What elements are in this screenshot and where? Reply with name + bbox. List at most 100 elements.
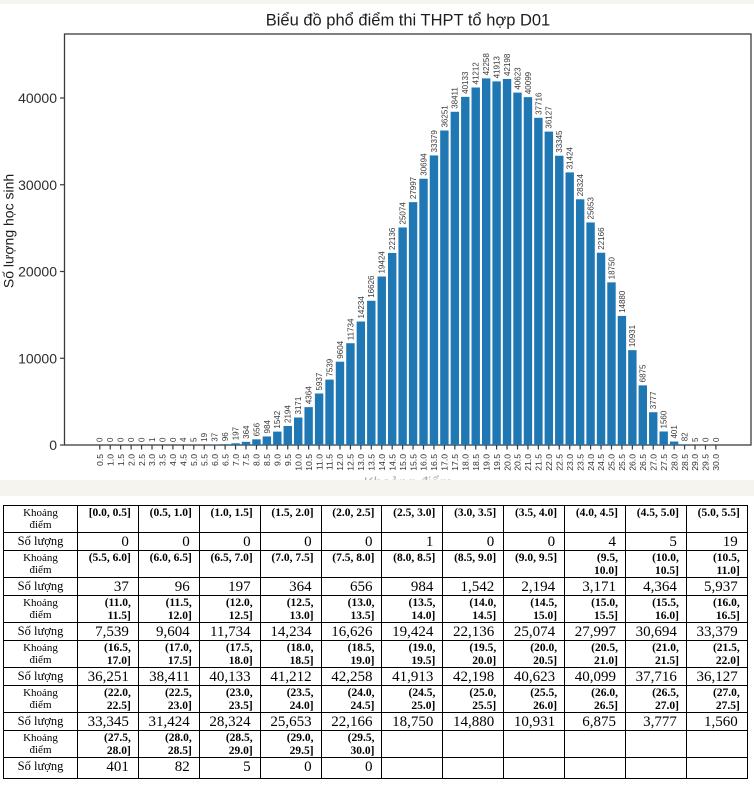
svg-text:0: 0 (169, 437, 178, 442)
svg-text:31424: 31424 (566, 147, 575, 170)
svg-text:14.5: 14.5 (387, 454, 397, 471)
svg-text:19424: 19424 (378, 251, 387, 274)
svg-text:19: 19 (200, 432, 209, 441)
svg-text:9604: 9604 (336, 340, 345, 358)
svg-text:36127: 36127 (545, 106, 554, 129)
svg-text:401: 401 (670, 425, 679, 439)
svg-text:40133: 40133 (461, 71, 470, 94)
svg-text:5: 5 (190, 437, 199, 442)
svg-text:12.0: 12.0 (335, 454, 345, 471)
svg-text:26.5: 26.5 (638, 454, 648, 471)
svg-text:22166: 22166 (597, 227, 606, 250)
svg-text:6875: 6875 (639, 364, 648, 382)
svg-text:1542: 1542 (273, 410, 282, 428)
svg-text:10000: 10000 (18, 350, 57, 366)
svg-text:984: 984 (263, 420, 272, 434)
svg-text:13.0: 13.0 (356, 454, 366, 471)
svg-text:29.0: 29.0 (690, 454, 700, 471)
svg-text:25653: 25653 (586, 197, 595, 220)
svg-text:25.0: 25.0 (607, 454, 617, 471)
svg-text:41913: 41913 (493, 56, 502, 79)
svg-text:22.5: 22.5 (554, 454, 564, 471)
svg-text:14.0: 14.0 (377, 454, 387, 471)
svg-text:0: 0 (117, 437, 126, 442)
svg-text:27997: 27997 (409, 176, 418, 199)
svg-text:30000: 30000 (18, 177, 57, 193)
svg-text:Số lượng học sinh: Số lượng học sinh (1, 174, 17, 288)
svg-text:25.5: 25.5 (617, 454, 627, 471)
svg-text:4.5: 4.5 (179, 454, 189, 466)
svg-text:2194: 2194 (284, 405, 293, 423)
svg-text:364: 364 (242, 425, 251, 439)
svg-text:25074: 25074 (399, 202, 408, 225)
svg-text:27.0: 27.0 (648, 454, 658, 471)
svg-text:22136: 22136 (388, 227, 397, 250)
svg-text:18.0: 18.0 (460, 454, 470, 471)
svg-text:37: 37 (211, 432, 220, 441)
svg-text:1560: 1560 (660, 410, 669, 428)
svg-text:14234: 14234 (357, 296, 366, 319)
svg-text:42198: 42198 (503, 53, 512, 76)
svg-text:16626: 16626 (367, 275, 376, 298)
svg-text:4: 4 (179, 437, 188, 442)
svg-text:8.5: 8.5 (262, 454, 272, 466)
svg-text:3171: 3171 (294, 396, 303, 414)
svg-text:10.0: 10.0 (293, 454, 303, 471)
svg-text:5937: 5937 (315, 372, 324, 390)
svg-text:Biểu đồ phổ điểm thi THPT tổ h: Biểu đồ phổ điểm thi THPT tổ hợp D01 (266, 11, 550, 29)
svg-text:0.5: 0.5 (95, 454, 105, 466)
svg-text:5.5: 5.5 (199, 454, 209, 466)
svg-text:21.5: 21.5 (534, 454, 544, 471)
svg-text:8.0: 8.0 (252, 454, 262, 466)
svg-text:5.0: 5.0 (189, 454, 199, 466)
svg-text:0: 0 (137, 437, 146, 442)
svg-text:14880: 14880 (618, 290, 627, 313)
svg-text:11.5: 11.5 (325, 454, 335, 470)
svg-text:20.0: 20.0 (502, 454, 512, 471)
svg-text:0: 0 (96, 437, 105, 442)
svg-text:9.0: 9.0 (273, 454, 283, 466)
svg-text:96: 96 (221, 432, 230, 441)
svg-text:9.5: 9.5 (283, 454, 293, 466)
svg-text:40099: 40099 (524, 71, 533, 94)
svg-text:17.5: 17.5 (450, 454, 460, 471)
svg-text:16.5: 16.5 (429, 454, 439, 471)
svg-text:30694: 30694 (419, 153, 428, 176)
svg-text:20000: 20000 (18, 264, 57, 280)
svg-text:82: 82 (680, 432, 689, 441)
svg-text:22.0: 22.0 (544, 454, 554, 471)
svg-text:41212: 41212 (472, 62, 481, 85)
svg-text:0: 0 (49, 437, 57, 453)
svg-text:13.5: 13.5 (367, 454, 377, 471)
svg-text:18750: 18750 (607, 257, 616, 280)
svg-text:1.0: 1.0 (105, 454, 115, 466)
svg-text:7539: 7539 (325, 358, 334, 376)
svg-text:6.0: 6.0 (210, 454, 220, 466)
svg-text:28324: 28324 (576, 173, 585, 196)
svg-text:2.5: 2.5 (137, 454, 147, 466)
svg-text:42258: 42258 (482, 53, 491, 76)
svg-text:6.5: 6.5 (220, 454, 230, 466)
svg-text:40623: 40623 (513, 67, 522, 90)
svg-text:0: 0 (712, 437, 721, 442)
svg-text:23.5: 23.5 (575, 454, 585, 471)
svg-text:24.5: 24.5 (596, 454, 606, 471)
svg-text:23.0: 23.0 (565, 454, 575, 471)
svg-text:7.5: 7.5 (241, 454, 251, 466)
svg-text:19.0: 19.0 (481, 454, 491, 471)
svg-text:16.0: 16.0 (419, 454, 429, 471)
svg-text:38411: 38411 (451, 87, 460, 109)
svg-text:17.0: 17.0 (440, 454, 450, 471)
svg-text:27.5: 27.5 (659, 454, 669, 471)
svg-text:20.5: 20.5 (513, 454, 523, 471)
svg-text:36251: 36251 (440, 105, 449, 128)
svg-text:1: 1 (148, 437, 157, 442)
svg-text:33379: 33379 (430, 130, 439, 153)
svg-text:15.0: 15.0 (398, 454, 408, 471)
svg-text:3.5: 3.5 (158, 454, 168, 466)
svg-text:2.0: 2.0 (126, 454, 136, 466)
svg-text:15.5: 15.5 (408, 454, 418, 471)
svg-text:5: 5 (691, 437, 700, 442)
svg-text:26.0: 26.0 (628, 454, 638, 471)
svg-text:24.0: 24.0 (586, 454, 596, 471)
